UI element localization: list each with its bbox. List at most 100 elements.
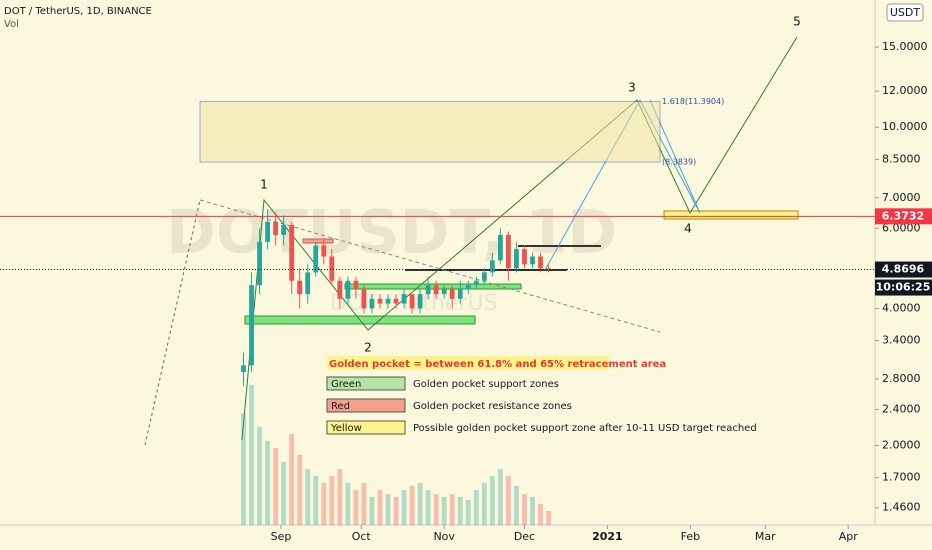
volume-bar: [441, 497, 447, 525]
candle-body: [385, 298, 391, 304]
price-tag-label: 4.8696: [882, 263, 925, 276]
candle-body: [417, 294, 423, 309]
note-key-box: [326, 420, 406, 435]
volume-bar: [297, 455, 303, 525]
zones: [144, 36, 799, 446]
candle-body: [449, 289, 455, 299]
note-title-bg: [327, 356, 609, 370]
x-tick-label: Apr: [839, 530, 859, 543]
volume-bar: [481, 483, 487, 525]
candle-body: [377, 298, 383, 304]
candle-body: [289, 224, 295, 281]
candle-body: [241, 365, 246, 373]
volume-bar: [546, 511, 551, 525]
candle-body: [369, 298, 375, 309]
volume-bar: [385, 494, 391, 525]
volume-bar: [313, 476, 319, 525]
y-tick-label: 1.4600: [882, 501, 921, 514]
x-tick-label: Dec: [514, 530, 535, 543]
price-tag-label: 6.3732: [882, 209, 924, 222]
candle-body: [425, 285, 431, 295]
candle-body: [265, 221, 270, 242]
volume-bar: [265, 441, 270, 525]
candle-body: [481, 272, 487, 281]
y-tick-label: 4.0000: [882, 301, 921, 314]
candle-body: [305, 272, 311, 295]
volume-bar: [361, 483, 367, 525]
candle-body: [522, 249, 527, 265]
projection: [544, 98, 701, 271]
volume-bar: [538, 504, 543, 525]
volume-bar: [506, 476, 511, 525]
y-tick-label: 2.0000: [882, 439, 921, 452]
candle-body: [441, 289, 447, 295]
note-text: Golden pocket support zones: [413, 379, 559, 390]
volume-bar: [377, 490, 383, 525]
y-tick-label: 15.0000: [882, 40, 928, 53]
candle-body: [249, 285, 254, 366]
candle-body: [514, 249, 519, 269]
x-tick-label: Feb: [681, 530, 700, 543]
candle-body: [257, 241, 262, 286]
wave-label: 2: [364, 341, 372, 355]
x-tick-label: Nov: [433, 530, 455, 543]
candle-body: [345, 280, 351, 299]
wave-label: 1: [260, 178, 268, 192]
volume-bar: [281, 462, 287, 525]
candle-body: [401, 294, 407, 304]
volume-bar: [473, 490, 479, 525]
fib-label: (8.3839): [662, 158, 696, 167]
y-tick-label: 2.4000: [882, 402, 921, 415]
currency[interactable]: USDT: [890, 6, 921, 19]
candle-body: [530, 256, 535, 265]
volume-bar: [417, 483, 423, 525]
volume-bar: [522, 494, 527, 525]
currency-box[interactable]: [886, 3, 924, 22]
x-tick-label: Mar: [755, 530, 776, 543]
y-tick-label: 12.0000: [882, 84, 928, 97]
x-tick-label: Sep: [271, 530, 292, 543]
y-tick-label: 3.4000: [882, 334, 921, 347]
candle-body: [409, 294, 415, 309]
candle-body: [538, 256, 543, 269]
candle-body: [497, 234, 503, 261]
volume-bar: [457, 497, 463, 525]
volume-bar: [249, 385, 254, 525]
volume-bar: [401, 490, 407, 525]
y-tick-label: 8.5000: [882, 152, 921, 165]
wave-path: [241, 36, 798, 441]
candle-body: [393, 298, 399, 304]
volume-bar: [369, 497, 375, 525]
volume-bar: [337, 469, 343, 525]
x-tick-label: 2021: [592, 530, 623, 543]
fib-box: [199, 100, 661, 163]
x-tick-label: Oct: [352, 530, 372, 543]
price-tag: [875, 208, 932, 225]
y-tick-label: 6.0000: [882, 221, 921, 234]
candle-body: [546, 268, 551, 270]
note-key: Yellow: [330, 423, 362, 434]
candle-body: [313, 245, 319, 273]
y-tick-label: 2.8000: [882, 372, 921, 385]
note-key: Red: [331, 401, 350, 412]
price-tag: [875, 261, 932, 278]
candle-body: [506, 234, 511, 269]
candle-body: [473, 280, 479, 286]
y-tick-label: 10.0000: [882, 120, 928, 133]
note-text: Possible golden pocket support zone afte…: [413, 423, 757, 434]
volume-bar: [449, 494, 455, 525]
y-tick-label: 1.7000: [882, 471, 921, 484]
countdown: 10:06:25: [876, 281, 931, 294]
volume-bar: [497, 469, 503, 525]
volume-bar: [425, 490, 431, 525]
note-title: Golden pocket = between 61.8% and 65% re…: [329, 359, 666, 370]
volume-bar: [409, 485, 415, 525]
y-tick-label: 7.0000: [882, 191, 921, 204]
candle-body: [337, 280, 343, 299]
candle-body: [489, 260, 495, 273]
symbol: DOT / TetherUS, 1D, BINANCE: [4, 6, 152, 17]
candle-body: [321, 245, 327, 257]
candle-body: [353, 280, 359, 290]
wave-label: 4: [684, 222, 692, 236]
